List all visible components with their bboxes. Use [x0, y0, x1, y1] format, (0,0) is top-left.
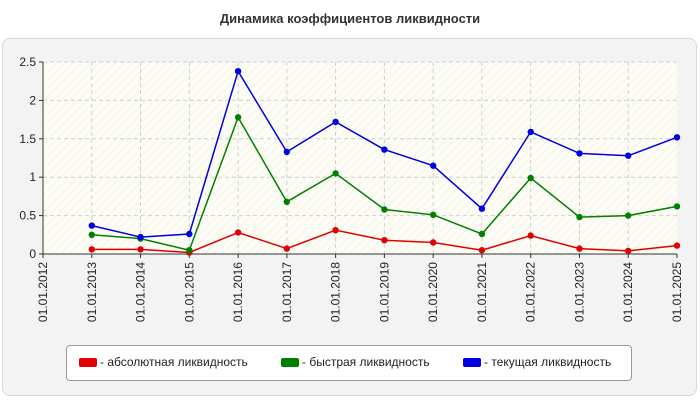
legend-item-current-liquidity: - текущая ликвидность [463, 355, 611, 369]
data-point [430, 239, 437, 246]
data-point [527, 174, 534, 182]
legend-item-absolute-liquidity: - абсолютная ликвидность [79, 355, 248, 369]
data-point [234, 68, 242, 75]
series-lines [88, 68, 681, 256]
data-point [234, 229, 242, 236]
data-point [478, 205, 486, 212]
data-point [381, 146, 388, 153]
data-point [673, 242, 681, 249]
x-tick-label: 01.01.2021 [475, 262, 489, 322]
data-point [625, 152, 632, 159]
x-tick-label: 01.01.2014 [134, 262, 148, 322]
legend-label: - текущая ликвидность [484, 355, 612, 369]
legend-swatch-red [79, 357, 97, 367]
x-tick-label: 01.01.2018 [329, 262, 343, 322]
x-tick-label: 01.01.2020 [426, 262, 440, 322]
data-point [673, 203, 681, 210]
grid-lines [43, 61, 677, 254]
y-tick-label: 0.5 [19, 209, 36, 223]
data-point [88, 222, 96, 229]
data-point [137, 246, 144, 253]
data-point [88, 246, 96, 253]
plot-area [43, 62, 677, 254]
legend-label: - быстрая ликвидность [302, 355, 430, 369]
y-tick-label: 1.5 [19, 132, 36, 146]
x-tick-label: 01.01.2024 [621, 262, 635, 322]
legend-swatch-blue [463, 357, 481, 367]
data-point [283, 198, 290, 205]
y-tick-label: 2 [29, 93, 36, 107]
y-tick-label: 0 [29, 247, 36, 261]
data-point [527, 128, 534, 136]
data-point [186, 230, 193, 238]
x-tick-label: 01.01.2017 [280, 262, 294, 322]
data-point [478, 247, 486, 254]
data-point [283, 148, 290, 156]
data-point [478, 230, 486, 238]
data-point [576, 245, 583, 252]
data-point [381, 237, 388, 244]
legend-item-quick-liquidity: - быстрая ликвидность [281, 355, 430, 369]
data-point [625, 212, 632, 219]
data-point [332, 170, 339, 177]
data-point [283, 245, 290, 252]
data-point [625, 247, 632, 255]
data-point [381, 206, 388, 213]
x-tick-label: 01.01.2025 [670, 262, 684, 322]
data-point [576, 150, 583, 157]
data-point [88, 231, 96, 238]
data-point [430, 162, 437, 169]
legend: - абсолютная ликвидность - быстрая ликви… [66, 345, 632, 381]
x-tick-label: 01.01.2013 [85, 262, 99, 322]
data-point [332, 227, 339, 234]
axes [39, 61, 678, 258]
y-tick-labels: 0 0.5 1 1.5 2 2.5 [19, 55, 36, 261]
x-tick-label: 01.01.2016 [231, 262, 245, 322]
data-point [137, 233, 144, 241]
data-point [186, 247, 193, 254]
x-tick-label: 01.01.2012 [36, 262, 50, 322]
x-tick-labels: 01.01.2012 01.01.2013 01.01.2014 01.01.2015… [36, 262, 684, 322]
chart-title: Динамика коэффициентов ликвидности [219, 11, 481, 26]
data-point [332, 118, 339, 126]
y-tick-label: 1 [29, 170, 36, 184]
y-tick-label: 2.5 [19, 55, 36, 69]
data-point [527, 232, 534, 239]
data-point [673, 134, 681, 141]
legend-label: - абсолютная ликвидность [100, 355, 248, 369]
x-tick-label: 01.01.2015 [182, 262, 196, 322]
x-tick-label: 01.01.2022 [524, 262, 538, 322]
data-point [234, 114, 242, 121]
legend-swatch-green [281, 357, 299, 367]
x-tick-label: 01.01.2019 [377, 262, 391, 322]
data-point [576, 213, 583, 221]
x-tick-label: 01.01.2023 [572, 262, 586, 322]
data-point [430, 211, 437, 218]
